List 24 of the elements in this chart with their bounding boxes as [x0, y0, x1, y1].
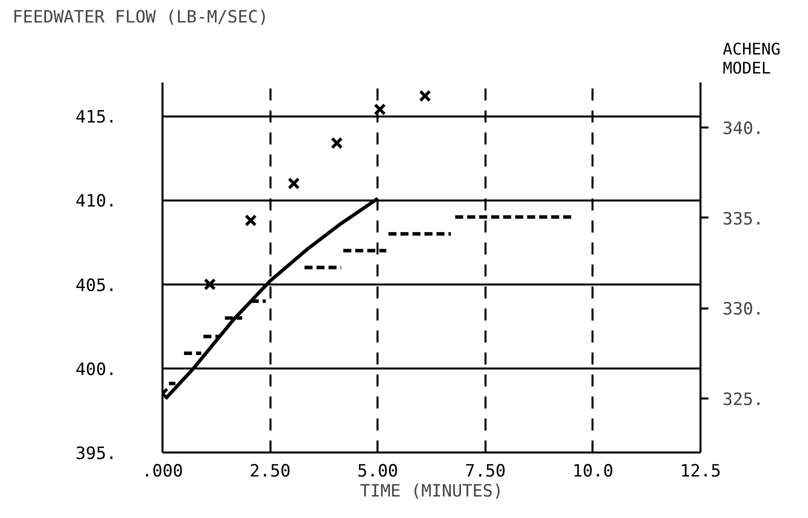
x-axis-title: TIME (MINUTES): [360, 482, 504, 502]
x-tick-label: 2.50: [250, 462, 291, 482]
y-tick-label: 395.: [76, 444, 117, 464]
y-tick-label: 405.: [76, 276, 117, 296]
y-tick-label: 415.: [76, 108, 117, 128]
point: [330, 136, 343, 150]
y2-tick-label: 330.: [722, 300, 764, 320]
y2-axis-title: ACHENG MODEL: [722, 40, 780, 78]
point: [244, 214, 257, 227]
x-tick-label: 10.0: [572, 462, 614, 482]
y2-tick-label: 340.: [722, 119, 764, 140]
y-tick-label: 410.: [76, 192, 117, 212]
point: [418, 90, 432, 102]
x-tick-label: .000: [142, 462, 183, 482]
y-axis-title: FEEDWATER FLOW (LB-M/SEC): [12, 8, 268, 28]
x-tick-label: 7.50: [464, 462, 506, 482]
point: [288, 177, 300, 190]
y2-tick-label: 335.: [722, 209, 764, 230]
y-tick-label: 400.: [76, 360, 117, 380]
y2-tick-label: 325.: [722, 390, 764, 410]
point: [204, 278, 216, 290]
x-tick-label: 12.5: [680, 462, 721, 482]
point: [374, 103, 386, 116]
x-tick-label: 5.00: [357, 462, 398, 482]
